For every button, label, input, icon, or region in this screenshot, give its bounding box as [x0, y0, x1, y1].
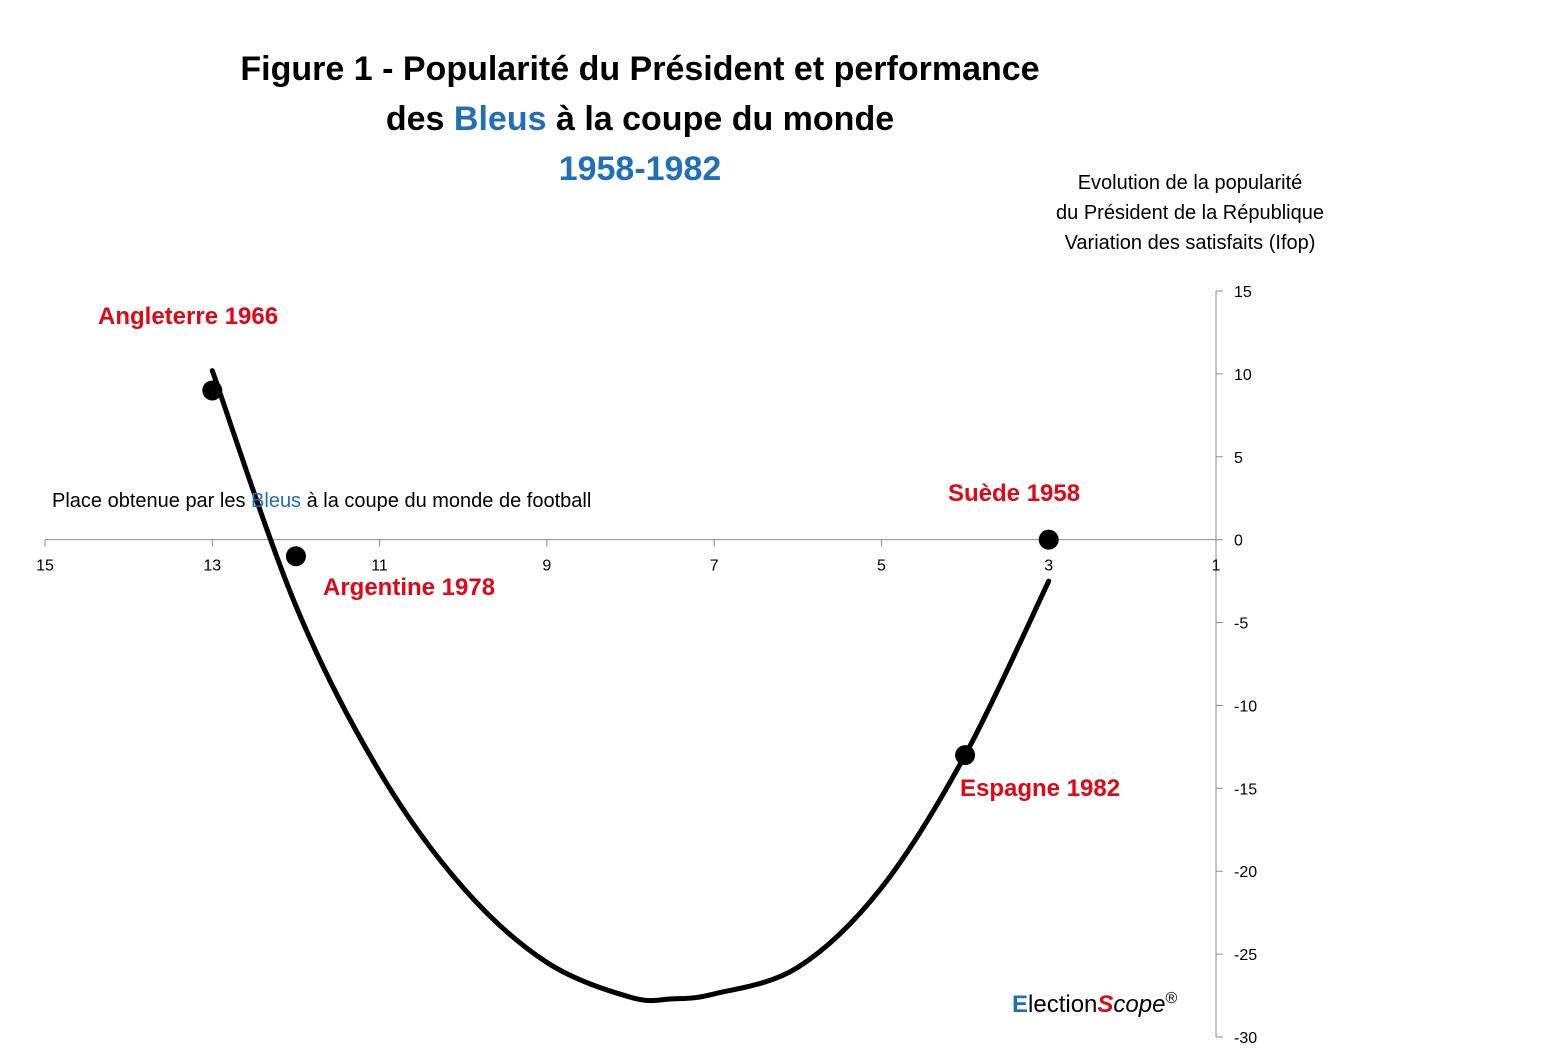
x-axis-label-pre: Place obtenue par les [52, 490, 252, 512]
y-axis-label-line-1: Evolution de la popularité [1077, 172, 1303, 194]
title-line-2-bleus: Bleus [453, 100, 547, 138]
y-tick-label: -5 [1234, 616, 1248, 633]
data-point [202, 380, 223, 401]
y-axis-label-line-3: Variation des satisfaits (Ifop) [1064, 232, 1316, 254]
x-tick-label: 15 [36, 558, 54, 575]
y-tick-label: 10 [1234, 367, 1252, 384]
data-point [1038, 529, 1059, 550]
x-tick-label: 3 [1044, 558, 1053, 575]
data-points [202, 380, 1059, 766]
y-tick-label: 0 [1234, 533, 1243, 550]
x-tick-label: 11 [371, 558, 388, 575]
y-tick-label: -25 [1234, 947, 1257, 964]
chart-title-line-1: Figure 1 - Popularité du Président et pe… [240, 50, 1040, 88]
x-axis-label-bleus: Bleus [251, 490, 302, 512]
x-axis-label-post: à la coupe du monde de football [301, 490, 592, 512]
data-point [955, 745, 976, 766]
annotation-argentine-1978: Argentine 1978 [323, 574, 496, 601]
x-tick-label: 9 [542, 558, 551, 575]
electionscope-logo: ElectionScope® [1012, 990, 1178, 1018]
y-tick-label: -15 [1234, 781, 1257, 798]
x-axis-label: Place obtenue par les Bleus à la coupe d… [52, 490, 591, 513]
axes: 15 10 5 0 -5 -10 -15 -20 -25 -30 15 13 11 9 7 5 3 1 [36, 284, 1257, 1047]
y-tick-label: -30 [1234, 1030, 1257, 1047]
chart-subtitle-years: 1958-1982 [558, 150, 722, 188]
data-point [285, 546, 306, 567]
annotation-suede-1958: Suède 1958 [948, 480, 1081, 507]
x-tick-label: 7 [710, 558, 719, 575]
y-tick-label: -20 [1234, 864, 1257, 881]
annotation-angleterre-1966: Angleterre 1966 [98, 303, 279, 330]
y-tick-label: -10 [1234, 698, 1257, 715]
title-line-2-post: à la coupe du monde [546, 100, 895, 138]
x-tick-label: 1 [1212, 558, 1221, 575]
y-tick-label: 5 [1234, 450, 1243, 467]
y-axis-label-line-2: du Président de la République [1056, 202, 1324, 224]
x-tick-label: 5 [877, 558, 886, 575]
trend-curve [209, 368, 1052, 1004]
y-tick-label: 15 [1234, 284, 1252, 301]
trend-curve-group [209, 368, 1052, 1004]
x-tick-label: 13 [203, 558, 221, 575]
title-line-2-pre: des [385, 100, 454, 138]
annotation-espagne-1982: Espagne 1982 [960, 775, 1121, 802]
chart-title-line-2: des Bleus à la coupe du monde [0, 100, 1280, 139]
